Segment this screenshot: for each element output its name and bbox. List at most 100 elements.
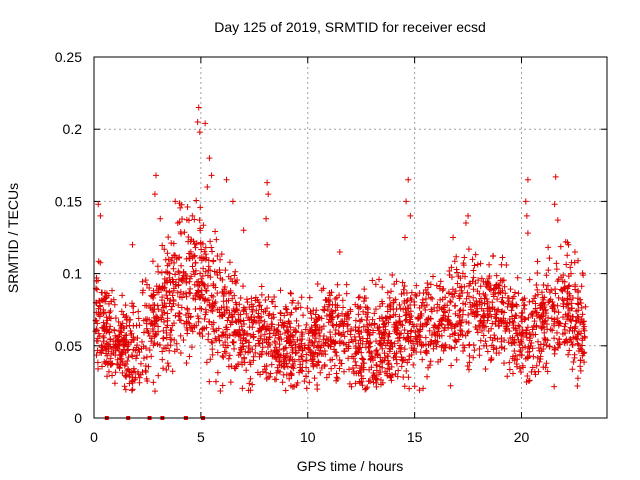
data-point [140, 355, 147, 362]
data-point [523, 334, 530, 341]
data-point [148, 353, 155, 360]
data-point [352, 345, 359, 352]
data-point [214, 271, 221, 278]
data-point [453, 320, 460, 327]
data-point [498, 335, 505, 342]
data-point [362, 304, 369, 311]
data-point [277, 309, 284, 316]
data-point [122, 349, 129, 356]
data-point [96, 312, 103, 319]
data-point [505, 339, 512, 346]
data-point [401, 283, 408, 290]
data-point [555, 322, 562, 329]
data-point [378, 314, 385, 321]
data-point [323, 335, 330, 342]
data-point [406, 311, 413, 318]
data-point [308, 324, 315, 331]
data-point [422, 295, 429, 302]
data-point [447, 298, 454, 305]
data-point [384, 303, 391, 310]
data-point [255, 340, 262, 347]
data-point [208, 244, 215, 251]
x-axis-label: GPS time / hours [297, 458, 404, 474]
data-point [448, 345, 455, 352]
data-point [115, 361, 122, 368]
data-point-outlier [522, 198, 529, 205]
data-point [179, 278, 186, 285]
data-point [161, 280, 168, 287]
data-point [334, 375, 341, 382]
data-point [577, 319, 584, 326]
data-point [372, 281, 379, 288]
data-point [250, 357, 257, 364]
data-point [340, 329, 347, 336]
data-point [148, 338, 155, 345]
data-point [464, 289, 471, 296]
data-point [195, 283, 202, 290]
data-point [146, 302, 153, 309]
data-point [238, 323, 245, 330]
data-point-outlier [152, 172, 159, 179]
data-point [297, 361, 304, 368]
data-point [226, 332, 233, 339]
data-point [198, 291, 205, 298]
data-point [548, 287, 555, 294]
data-point [577, 367, 584, 374]
data-point [388, 377, 395, 384]
data-point [160, 344, 167, 351]
data-point [272, 344, 279, 351]
data-point [311, 375, 318, 382]
data-point [230, 306, 237, 313]
data-point [371, 310, 378, 317]
data-point [362, 344, 369, 351]
data-point [570, 334, 577, 341]
data-point [111, 327, 118, 334]
data-point [580, 350, 587, 357]
data-point [280, 354, 287, 361]
data-point [575, 301, 582, 308]
data-point [300, 312, 307, 319]
data-point [235, 318, 242, 325]
data-point [403, 311, 410, 318]
data-point [256, 302, 263, 309]
data-point [572, 317, 579, 324]
data-point [255, 310, 262, 317]
data-point [328, 289, 335, 296]
data-point [316, 338, 323, 345]
data-point [544, 368, 551, 375]
data-point [425, 291, 432, 298]
data-point [451, 344, 458, 351]
data-point [286, 375, 293, 382]
data-point [573, 318, 580, 325]
data-point [236, 349, 243, 356]
data-point [273, 376, 280, 383]
data-point [185, 233, 192, 240]
data-point [547, 326, 554, 333]
data-point [360, 366, 367, 373]
data-point [126, 368, 133, 375]
data-point [309, 357, 316, 364]
data-point [240, 317, 247, 324]
data-point [512, 325, 519, 332]
data-point [192, 306, 199, 313]
data-point [276, 354, 283, 361]
data-point [535, 338, 542, 345]
data-point [488, 342, 495, 349]
data-point [437, 296, 444, 303]
data-point [133, 344, 140, 351]
data-point [105, 344, 112, 351]
data-point [572, 286, 579, 293]
data-point [398, 363, 405, 370]
data-point [380, 318, 387, 325]
data-point [293, 317, 300, 324]
data-point [298, 340, 305, 347]
data-point [488, 325, 495, 332]
data-point [155, 328, 162, 335]
data-point [568, 300, 575, 307]
data-point [320, 285, 327, 292]
data-point-outlier [151, 191, 158, 198]
data-point [340, 304, 347, 311]
data-point [417, 349, 424, 356]
data-point [509, 340, 516, 347]
data-point [524, 355, 531, 362]
